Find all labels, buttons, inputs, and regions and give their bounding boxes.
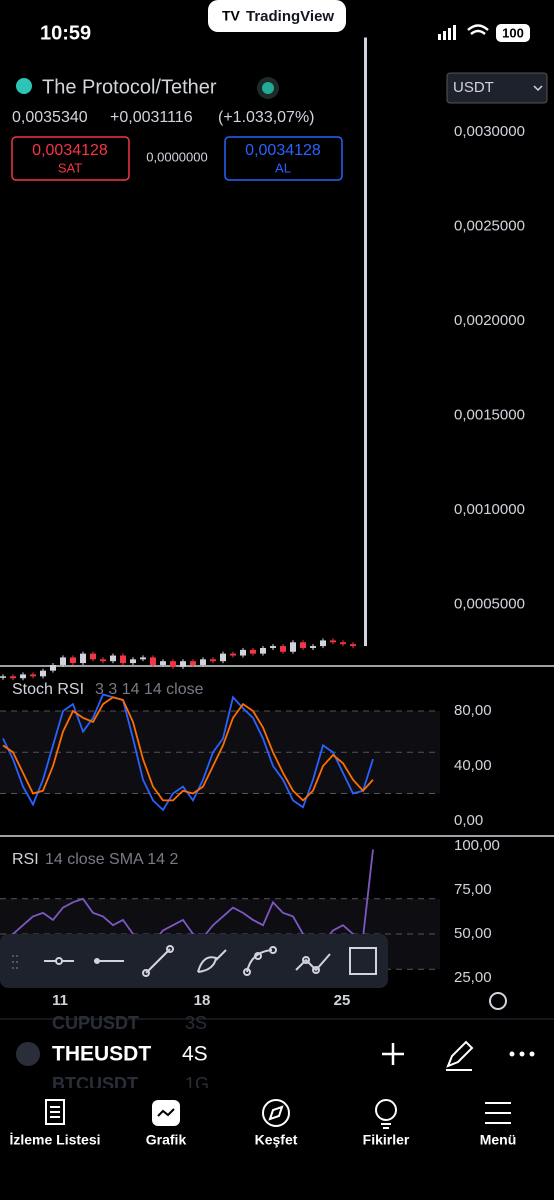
add-icon[interactable]	[382, 1043, 404, 1065]
rsi-name: RSI	[12, 851, 39, 868]
y-tick-label: 40,00	[454, 757, 492, 774]
y-tick-label: 0,0010000	[454, 501, 525, 518]
buy-price: 0,0034128	[245, 142, 321, 159]
currency: USDT	[453, 79, 494, 96]
ticker-above: CUPUSDT	[52, 1013, 139, 1033]
stoch-params: 3 3 14 14 close	[95, 681, 204, 698]
price-change-percent: (+1.033,07%)	[218, 109, 315, 126]
drawing-toolbar	[0, 934, 388, 988]
nav-label[interactable]: Keşfet	[255, 1132, 298, 1148]
wifi-icon	[467, 24, 489, 35]
sell-price: 0,0034128	[32, 142, 108, 159]
x-tick-label: 25	[334, 992, 351, 1009]
toolbar-icons	[12, 945, 377, 977]
stoch-k-line	[2, 693, 374, 812]
x-tick-label: 11	[52, 992, 68, 1009]
dropdown-arrow	[533, 85, 543, 92]
sell-label: SAT	[58, 160, 82, 175]
price-pane: 0,0030000 0,0025000 0,0020000 0,0015000 0,00…	[0, 37, 525, 681]
currency-select[interactable]	[446, 72, 548, 104]
nav-label[interactable]: Grafik	[146, 1132, 187, 1148]
y-tick-label: 0,0005000	[454, 595, 525, 612]
y-tick-label: 80,00	[454, 702, 492, 719]
symbol-name[interactable]: The Protocol/Tether	[42, 76, 217, 98]
y-tick-label: 25,00	[454, 969, 492, 986]
buy-button[interactable]	[224, 136, 343, 181]
tab-bar	[0, 1088, 554, 1200]
y-tick-label: 0,0025000	[454, 217, 525, 234]
candle	[364, 37, 367, 647]
ticker-interval[interactable]: 4S	[182, 1043, 208, 1066]
signal-icon	[438, 25, 456, 40]
ticker-symbol[interactable]: THEUSDT	[52, 1043, 151, 1066]
nav-icons	[45, 1099, 511, 1129]
stoch-pane: Stoch RSI 3 3 14 14 close 80,00 40,00 0,00	[0, 681, 492, 829]
ticker-above-interval: 3S	[185, 1013, 207, 1033]
stoch-name: Stoch RSI	[12, 681, 84, 698]
y-tick-label: 75,00	[454, 881, 492, 898]
banner: TradingView	[246, 8, 334, 25]
nav-label[interactable]: Fikirler	[363, 1132, 410, 1148]
sell-button[interactable]	[11, 136, 130, 181]
market-open-dot	[262, 82, 274, 94]
x-axis: 11 18 25	[52, 992, 350, 1009]
settings-icon[interactable]	[489, 992, 507, 1010]
battery-level: 100	[502, 25, 524, 40]
y-tick-label: 0,00	[454, 812, 483, 829]
y-tick-label: 0,0015000	[454, 406, 525, 423]
draw-icon[interactable]	[446, 1040, 474, 1071]
last-price: 0,0035340	[12, 109, 88, 126]
tv-logo: TV	[222, 8, 241, 24]
stoch-d-line	[2, 696, 374, 802]
banner-pill	[208, 0, 346, 32]
x-tick-label: 18	[194, 992, 211, 1009]
rsi-params: 14 close SMA 14 2	[45, 851, 179, 868]
nav-labels: İzleme Listesi Grafik Keşfet Fikirler Menü	[9, 1132, 516, 1148]
spread: 0,0000000	[146, 149, 207, 164]
clock: 10:59	[40, 22, 91, 44]
symbol-icon	[16, 78, 32, 94]
price-change: +0,0031116	[110, 109, 193, 126]
y-tick-label: 0,0030000	[454, 123, 525, 140]
battery	[496, 24, 530, 42]
more-icon[interactable]	[509, 1051, 535, 1057]
nav-label[interactable]: İzleme Listesi	[9, 1132, 100, 1148]
nav-label[interactable]: Menü	[480, 1132, 517, 1148]
y-tick-label: 100,00	[454, 837, 500, 854]
ticker-icon	[16, 1042, 40, 1066]
y-tick-label: 0,0020000	[454, 312, 525, 329]
buy-label: AL	[275, 160, 291, 175]
y-tick-label: 50,00	[454, 925, 492, 942]
